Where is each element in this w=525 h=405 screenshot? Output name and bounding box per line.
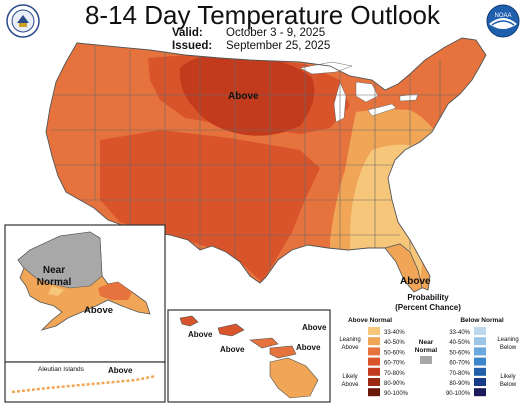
legend-title-line2: (Percent Chance) [395,303,461,312]
likely-above-line1: Likely [342,374,357,380]
aleutian-inset: Aleutian Islands Above [4,361,166,403]
alaska-inset: Near Normal Above [4,224,166,363]
likely-below-line1: Likely [500,374,515,380]
legend-near-header-line2: Normal [415,347,438,354]
noaa-logo: NOAA [486,4,520,38]
legend-above-bin-swatch-2 [368,347,380,356]
alaska-near-label-line1: Near [43,265,65,276]
legend-above-bin-swatch-4 [368,367,380,376]
legend-below-bin-label-5: 80-90% [449,381,470,387]
legend-above-bin-label-3: 60-70% [384,361,405,367]
legend-above-bin-label-5: 80-90% [384,381,405,387]
likely-above-line2: Above [341,382,359,388]
aleutian-islands-label: Aleutian Islands [38,366,85,373]
hawaii-big-island [269,357,319,399]
region-above-60-70-southwest [100,130,320,282]
page-title: 8-14 Day Temperature Outlook [84,0,441,30]
legend-below-bin-label-1: 40-50% [449,340,470,346]
legend-above-bin-swatch-0 [368,327,380,335]
legend-title-line1: Probability [407,293,449,302]
legend-below-bin-label-3: 60-70% [449,361,470,367]
valid-value: October 3 - 9, 2025 [226,27,326,39]
legend-below-bin-swatch-0 [474,327,486,335]
hawaii-maui [269,345,297,359]
legend-below-bin-label-0: 33-40% [449,330,470,336]
aleutian-above-label: Above [108,366,133,375]
valid-dates: Valid: October 3 - 9, 2025 [172,27,325,39]
hawaii-above-label-1: Above [188,330,213,339]
legend-above-bin-label-0: 33-40% [384,330,405,336]
legend-above-bin-swatch-5 [368,378,380,386]
alaska-above-label: Above [84,305,113,316]
hawaii-oahu [217,323,245,337]
valid-label: Valid: [172,27,203,39]
legend-above-bin-label-6: 90-100% [384,391,409,397]
legend-above-bin-label-2: 50-60% [384,350,405,356]
alaska-near-normal-region [17,231,103,289]
leaning-above-line1: Leaning [339,337,360,343]
legend-below-bin-swatch-2 [474,347,486,356]
legend-below-bins: 33-40% 40-50% 50-60% 60-70% 70-80% 80-90% 90-1… [446,327,486,397]
legend-above-bin-swatch-1 [368,337,380,346]
lake-superior [299,61,353,75]
issued-date: Issued: September 25, 2025 [172,40,330,52]
legend-below-bin-swatch-6 [474,388,486,397]
aleutian-chain [11,374,157,394]
legend-below-bin-label-6: 90-100% [446,391,471,397]
issued-value: September 25, 2025 [226,40,331,52]
hawaii-above-label-3: Above [302,323,327,332]
noaa-cpc-seal-logo [6,4,40,38]
legend-below-bin-swatch-3 [474,357,486,366]
legend-near-header-line1: Near [419,339,434,346]
leaning-below-line1: Leaning [497,337,518,343]
hawaii-inset: Above Above Above Above [167,309,331,403]
legend-below-bin-swatch-1 [474,337,486,346]
legend-below-bin-label-4: 70-80% [449,371,470,377]
noaa-logo-text: NOAA [494,13,511,19]
conus-probability-regions [46,38,486,290]
hawaii-above-label-2: Above [220,345,245,354]
probability-legend: Probability (Percent Chance) Above Norma… [339,293,518,397]
likely-below-line2: Below [500,382,517,388]
conus-above-north-label: Above [228,91,259,102]
leaning-below-line2: Below [500,345,517,351]
hawaii-kauai [179,315,199,327]
alaska-above-33-40 [48,286,64,296]
conus-above-southeast-label: Above [400,276,431,287]
lake-huron [355,81,379,103]
hawaii-above-label-4: Above [296,343,321,352]
lake-ontario [399,93,419,102]
hawaii-molokai [249,337,279,349]
legend-near-normal-swatch [420,356,432,364]
legend-above-header: Above Normal [348,317,392,324]
legend-below-bin-swatch-4 [474,367,486,376]
legend-above-bin-swatch-3 [368,357,380,366]
legend-above-bin-swatch-6 [368,388,380,397]
legend-above-bin-label-1: 40-50% [384,340,405,346]
legend-above-bin-label-4: 70-80% [384,371,405,377]
legend-below-header: Below Normal [460,317,504,324]
legend-below-bin-swatch-5 [474,378,486,386]
alaska-above-40-50 [98,282,132,300]
issued-label: Issued: [172,40,213,52]
florida-peninsula [384,243,423,293]
alaska-normal-label-line2: Normal [37,277,72,288]
legend-above-bins: 33-40% 40-50% 50-60% 60-70% 70-80% 80-90% 90-1… [368,327,409,397]
legend-below-bin-label-2: 50-60% [449,350,470,356]
leaning-above-line2: Above [341,345,359,351]
